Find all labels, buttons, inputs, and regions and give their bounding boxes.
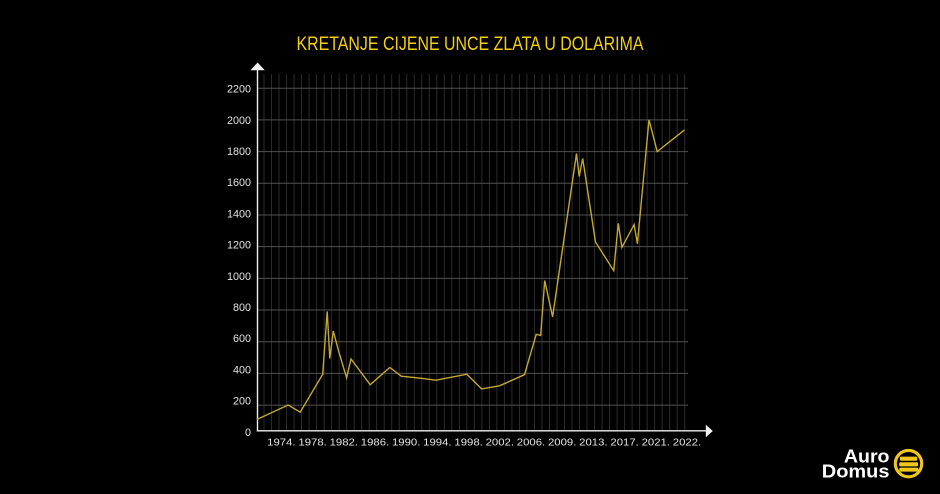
svg-text:1990.: 1990. — [392, 438, 420, 449]
svg-text:1998.: 1998. — [454, 438, 482, 449]
svg-text:2009.: 2009. — [548, 438, 576, 449]
svg-text:2022.: 2022. — [673, 438, 701, 449]
svg-text:2006.: 2006. — [517, 438, 545, 449]
svg-text:1000: 1000 — [227, 271, 251, 283]
svg-text:200: 200 — [233, 396, 251, 408]
svg-text:400: 400 — [233, 364, 251, 376]
svg-text:600: 600 — [233, 333, 251, 345]
svg-text:2200: 2200 — [227, 84, 251, 96]
svg-text:1400: 1400 — [227, 208, 251, 220]
svg-text:1982.: 1982. — [330, 438, 358, 449]
svg-text:800: 800 — [233, 302, 251, 314]
svg-text:2021.: 2021. — [642, 438, 670, 449]
svg-text:1600: 1600 — [227, 177, 251, 189]
svg-text:1994.: 1994. — [423, 438, 451, 449]
svg-text:0: 0 — [245, 427, 251, 439]
svg-text:2013.: 2013. — [579, 438, 607, 449]
svg-text:2002.: 2002. — [486, 438, 514, 449]
svg-text:KRETANJE CIJENE UNCE ZLATA U D: KRETANJE CIJENE UNCE ZLATA U DOLARIMA — [297, 33, 645, 55]
svg-text:2000: 2000 — [227, 115, 251, 127]
svg-text:Domus: Domus — [822, 461, 890, 482]
svg-text:1978.: 1978. — [298, 438, 326, 449]
svg-text:1986.: 1986. — [361, 438, 389, 449]
svg-text:1200: 1200 — [227, 240, 251, 252]
svg-text:Auro: Auro — [844, 446, 890, 467]
svg-text:1974.: 1974. — [267, 438, 295, 449]
svg-text:2017.: 2017. — [610, 438, 638, 449]
svg-text:1800: 1800 — [227, 146, 251, 158]
